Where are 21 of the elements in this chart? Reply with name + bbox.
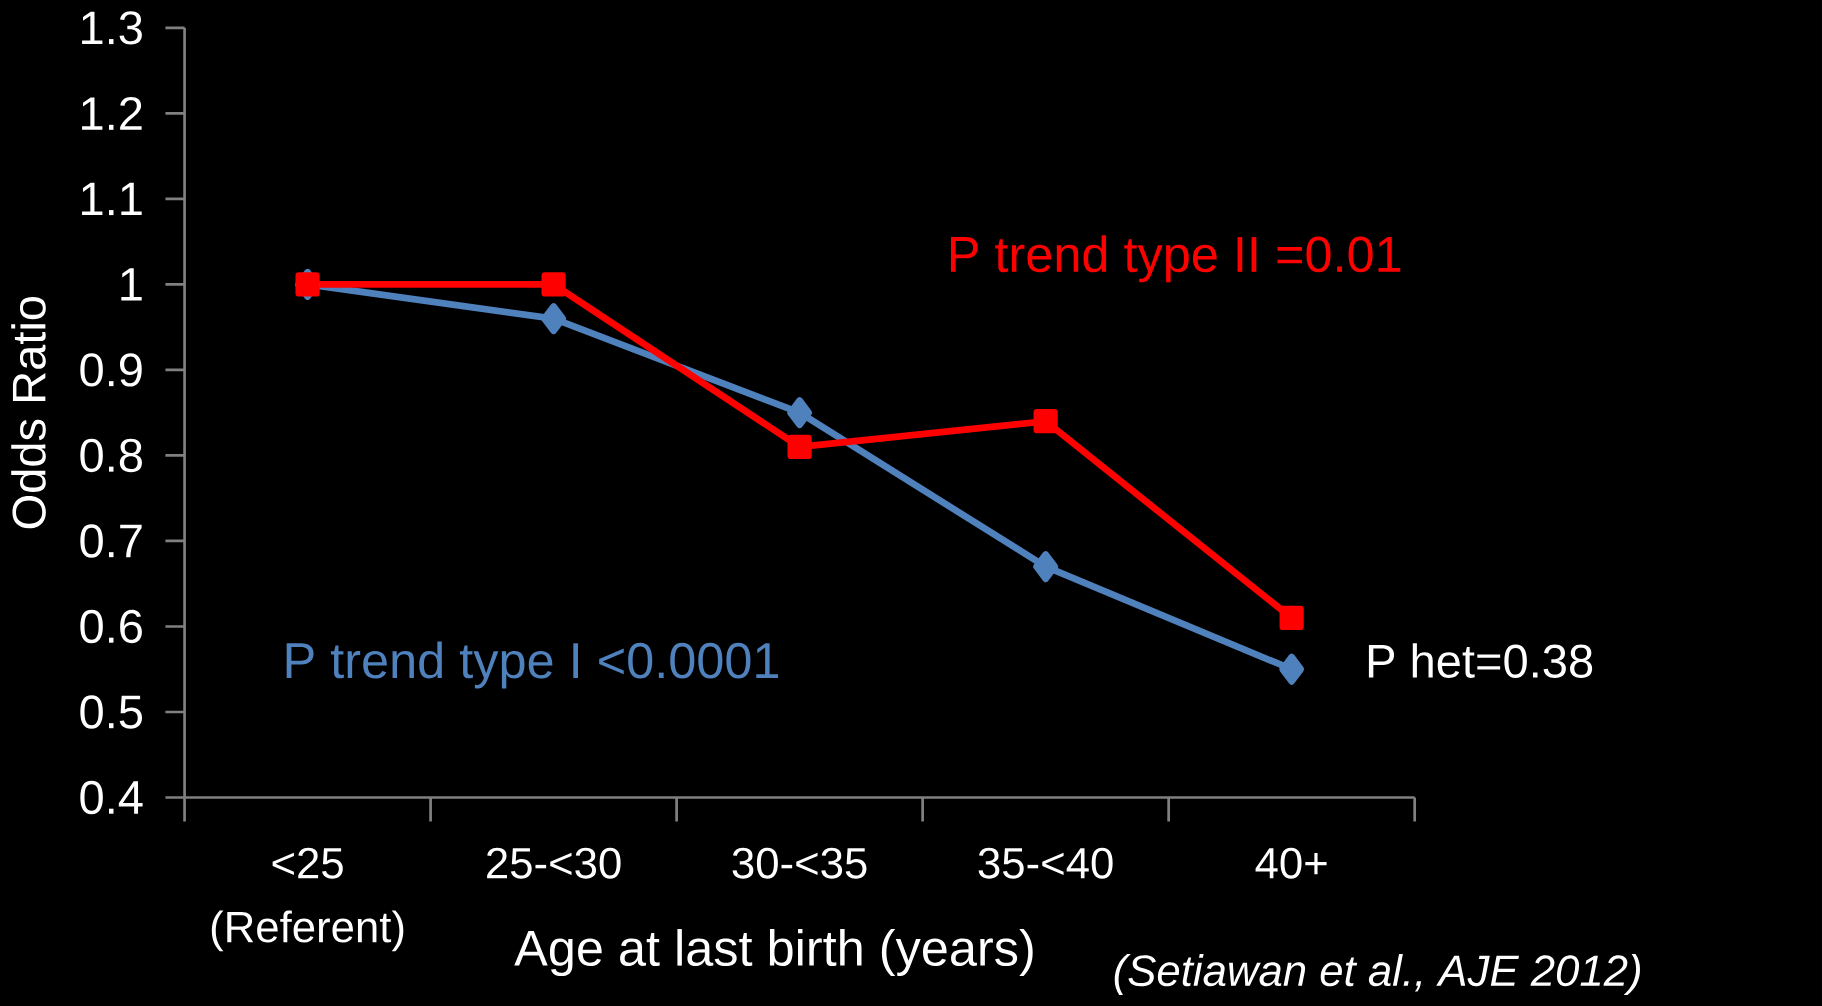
annotation: P het=0.38	[1368, 643, 1593, 678]
x-tick-label: <25 (Referent)	[211, 847, 404, 952]
annotation: P trend type I <0.0001	[286, 641, 779, 689]
x-tick-label: 35-<40	[978, 847, 1113, 879]
x-tick-label: 25-<30	[487, 847, 621, 879]
y-tick-label: 0.9	[80, 353, 142, 387]
y-axis-title: Odds Ratio	[11, 296, 46, 529]
text: (Setiawan et al., AJE 2012)	[1114, 954, 1640, 995]
x-tick-label: 30-<35	[732, 847, 867, 879]
y-tick-label: 0.7	[80, 524, 142, 558]
y-tick-label: 1.1	[82, 182, 142, 216]
y-tick-label: 1.3	[82, 11, 142, 45]
y-tick-label: 0.6	[80, 609, 142, 644]
y-tick-label: 0.8	[80, 438, 142, 473]
y-tick-label: 0.4	[80, 780, 143, 815]
y-tick-label: 1.2	[82, 96, 142, 130]
annotation: P trend type II =0.01	[950, 235, 1401, 283]
x-tick-label: 40+	[1255, 847, 1327, 879]
y-tick-label: 1	[121, 268, 142, 301]
y-tick-label: 0.5	[80, 695, 142, 729]
x-axis-title: Age at last birth (years)	[514, 929, 1033, 977]
